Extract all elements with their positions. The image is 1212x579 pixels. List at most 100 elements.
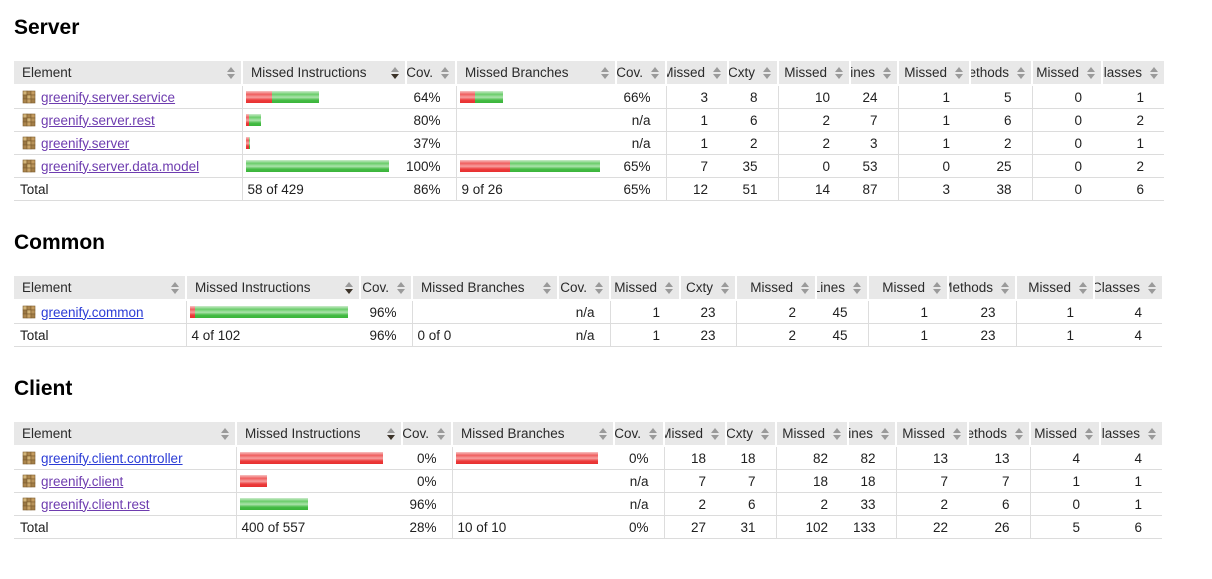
column-header-missed[interactable]: Missed (1031, 61, 1102, 86)
package-link[interactable]: greenify.server.service (41, 89, 176, 105)
column-header-cov-[interactable]: Cov. (613, 422, 664, 447)
column-header-missed[interactable]: Missed (663, 422, 726, 447)
header-row: Element Missed Instructions Cov. Missed Bra… (14, 422, 1162, 447)
column-header-element[interactable]: Element (14, 61, 242, 86)
column-header-label: Missed (784, 65, 827, 80)
package-link[interactable]: greenify.client.controller (41, 450, 183, 466)
missed-instructions-bar (235, 469, 402, 493)
column-header-missed[interactable]: Missed (897, 61, 970, 86)
column-header-missed[interactable]: Missed (777, 61, 850, 86)
column-header-cov-[interactable]: Cov. (405, 61, 456, 86)
column-header-missed-instructions[interactable]: Missed Instructions (235, 422, 402, 447)
column-header-missed[interactable]: Missed (665, 61, 728, 86)
column-header-element[interactable]: Element (14, 276, 186, 301)
total-metric-cell: 0 (1031, 177, 1102, 201)
column-header-missed[interactable]: Missed (1015, 276, 1094, 301)
column-header-label: Cov. (402, 426, 429, 441)
total-instructions-cell: 58 of 429 (241, 177, 406, 201)
metric-cell: 7 (968, 469, 1030, 493)
package-link[interactable]: greenify.server (41, 135, 130, 151)
instruction-coverage-cell: 0% (402, 446, 452, 470)
package-link[interactable]: greenify.client.rest (41, 496, 150, 512)
element-cell: greenify.common (14, 300, 186, 324)
column-header-missed[interactable]: Missed (775, 422, 848, 447)
bar-red-segment (459, 91, 475, 103)
section-title: Client (14, 377, 73, 400)
total-metric-cell: 51 (728, 177, 778, 201)
column-header-missed-instructions[interactable]: Missed Instructions (241, 61, 406, 86)
sort-icon (1079, 281, 1087, 294)
sort-icon (397, 281, 405, 294)
column-header-methods[interactable]: Methods (947, 276, 1016, 301)
coverage-table: Element Missed Instructions Cov. Missed Bra… (14, 276, 1162, 347)
bar-green-segment (474, 91, 503, 103)
metric-cell: 2 (970, 131, 1032, 155)
total-label-cell: Total (14, 177, 242, 201)
column-header-missed-branches[interactable]: Missed Branches (455, 61, 616, 86)
package-link[interactable]: greenify.server.rest (41, 112, 155, 128)
metric-cell: 6 (970, 108, 1032, 132)
column-header-label: Missed Instructions (195, 280, 311, 295)
metric-cell: 3 (850, 131, 898, 155)
column-header-label: Cov. (560, 280, 587, 295)
package-icon (22, 451, 36, 465)
column-header-cxty[interactable]: Cxty (679, 276, 736, 301)
column-header-cxty[interactable]: Cxty (725, 422, 776, 447)
missed-instructions-bar (241, 154, 406, 178)
total-metric-cell: 133 (848, 515, 896, 539)
column-header-missed[interactable]: Missed (895, 422, 968, 447)
column-header-missed-branches[interactable]: Missed Branches (411, 276, 558, 301)
total-branches-cell: 10 of 10 (451, 515, 614, 539)
column-header-lines[interactable]: Lines (815, 276, 868, 301)
metric-cell: 2 (895, 492, 968, 516)
column-header-lines[interactable]: Lines (849, 61, 898, 86)
sort-icon (1148, 427, 1156, 440)
package-link[interactable]: greenify.client (41, 473, 124, 489)
package-link[interactable]: greenify.server.data.model (41, 158, 200, 174)
metric-cell: 1 (665, 108, 728, 132)
column-header-missed[interactable]: Missed (1029, 422, 1100, 447)
column-header-missed-instructions[interactable]: Missed Instructions (185, 276, 360, 301)
sort-icon (1085, 427, 1093, 440)
total-row: Total 58 of 429 86% 9 of 26 65% 12 51 14 87 3 38 0 6 (14, 177, 1164, 201)
column-header-classes[interactable]: Classes (1093, 276, 1162, 301)
column-header-missed[interactable]: Missed (735, 276, 816, 301)
total-row: Total 400 of 557 28% 10 of 10 0% 27 31 102 133 22… (14, 515, 1162, 539)
column-header-methods[interactable]: Methods (969, 61, 1032, 86)
column-header-missed[interactable]: Missed (609, 276, 680, 301)
column-header-cov-[interactable]: Cov. (359, 276, 412, 301)
column-header-label: Cxty (726, 426, 753, 441)
column-header-classes[interactable]: Classes (1101, 61, 1164, 86)
sort-icon (649, 427, 657, 440)
metric-cell: 13 (895, 446, 968, 470)
package-link[interactable]: greenify.common (41, 304, 144, 320)
total-metric-cell: 5 (1029, 515, 1100, 539)
column-header-label: Cxty (686, 280, 713, 295)
column-header-missed-branches[interactable]: Missed Branches (451, 422, 614, 447)
branch-coverage-cell: 65% (616, 154, 666, 178)
column-header-cov-[interactable]: Cov. (615, 61, 666, 86)
total-metric-cell: 14 (777, 177, 850, 201)
total-instructions-cell: 4 of 102 (185, 323, 360, 347)
column-header-lines[interactable]: Lines (847, 422, 896, 447)
column-header-classes[interactable]: Classes (1099, 422, 1162, 447)
missed-instructions-bar (241, 108, 406, 132)
metric-cell: 1 (665, 131, 728, 155)
package-icon (22, 113, 36, 127)
column-header-element[interactable]: Element (14, 422, 236, 447)
column-header-cxty[interactable]: Cxty (727, 61, 778, 86)
column-header-label: Missed Instructions (245, 426, 361, 441)
branch-coverage-cell: 0% (614, 446, 664, 470)
total-row: Total 4 of 102 96% 0 of 0 n/a 1 23 2 45 1 23 1 4 (14, 323, 1162, 347)
bar-green-segment (248, 137, 250, 149)
total-branches-cell: 0 of 0 (411, 323, 558, 347)
metric-cell: 0 (777, 154, 850, 178)
sort-icon (711, 427, 719, 440)
element-cell: greenify.server.service (14, 85, 242, 109)
column-header-cov-[interactable]: Cov. (557, 276, 610, 301)
column-header-cov-[interactable]: Cov. (401, 422, 452, 447)
column-header-methods[interactable]: Methods (967, 422, 1030, 447)
column-header-missed[interactable]: Missed (867, 276, 948, 301)
table-row: greenify.client 0% n/a 7 7 18 18 7 7 1 1 (14, 469, 1162, 493)
instruction-coverage-cell: 64% (406, 85, 456, 109)
